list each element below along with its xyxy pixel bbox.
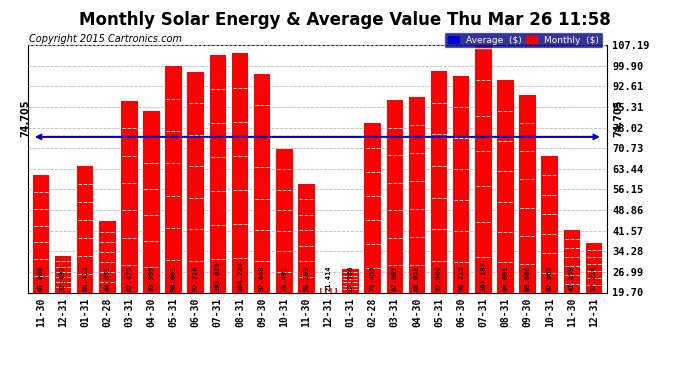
Text: 64.413: 64.413 <box>82 266 88 291</box>
Bar <box>320 288 337 292</box>
Bar <box>364 123 381 292</box>
Bar <box>188 72 204 292</box>
Text: 37.214: 37.214 <box>591 266 597 291</box>
Text: 70.491: 70.491 <box>282 266 287 291</box>
Bar <box>77 166 93 292</box>
Text: 99.601: 99.601 <box>170 266 177 291</box>
Bar <box>99 221 115 292</box>
Text: 58.103: 58.103 <box>304 266 309 291</box>
Text: 32.497: 32.497 <box>60 266 66 291</box>
Bar <box>520 94 536 292</box>
Bar <box>475 45 491 292</box>
Bar <box>298 184 315 292</box>
Text: 97.048: 97.048 <box>259 266 265 291</box>
Bar <box>232 53 248 292</box>
Bar <box>586 243 602 292</box>
Bar <box>254 74 270 292</box>
Bar <box>144 111 160 292</box>
Text: 74.705: 74.705 <box>21 99 30 137</box>
Bar <box>342 269 359 292</box>
Text: 74.705: 74.705 <box>613 99 623 137</box>
Text: 89.686: 89.686 <box>524 266 531 291</box>
Text: 61.080: 61.080 <box>38 266 44 291</box>
Bar <box>210 55 226 292</box>
Bar <box>166 66 182 292</box>
Text: 27.986: 27.986 <box>348 266 353 291</box>
Bar <box>542 156 558 292</box>
Bar <box>55 256 71 292</box>
Text: 21.414: 21.414 <box>326 266 331 291</box>
Bar <box>497 80 514 292</box>
Text: 94.691: 94.691 <box>502 266 509 291</box>
Text: 88.658: 88.658 <box>414 266 420 291</box>
Legend: Average  ($), Monthly  ($): Average ($), Monthly ($) <box>444 32 602 48</box>
Text: 41.859: 41.859 <box>569 266 575 291</box>
Text: 79.455: 79.455 <box>370 266 376 291</box>
Text: 87.475: 87.475 <box>126 266 132 291</box>
Text: Monthly Solar Energy & Average Value Thu Mar 26 11:58: Monthly Solar Energy & Average Value Thu… <box>79 11 611 29</box>
Text: 104.224: 104.224 <box>237 261 243 291</box>
Bar <box>32 176 49 292</box>
Text: 83.999: 83.999 <box>148 266 155 291</box>
Text: 107.187: 107.187 <box>480 261 486 291</box>
Bar <box>121 101 138 292</box>
Text: 97.964: 97.964 <box>436 266 442 291</box>
Bar <box>276 149 293 292</box>
Text: 96.215: 96.215 <box>458 266 464 291</box>
Bar <box>408 98 425 292</box>
Text: 87.605: 87.605 <box>392 266 398 291</box>
Text: 97.716: 97.716 <box>193 266 199 291</box>
Text: Copyright 2015 Cartronics.com: Copyright 2015 Cartronics.com <box>29 34 181 44</box>
Bar <box>431 71 447 292</box>
Text: 67.965: 67.965 <box>546 266 553 291</box>
Bar <box>453 76 469 292</box>
Bar <box>386 100 403 292</box>
Bar <box>564 230 580 292</box>
Text: 103.629: 103.629 <box>215 261 221 291</box>
Text: 44.851: 44.851 <box>104 266 110 291</box>
